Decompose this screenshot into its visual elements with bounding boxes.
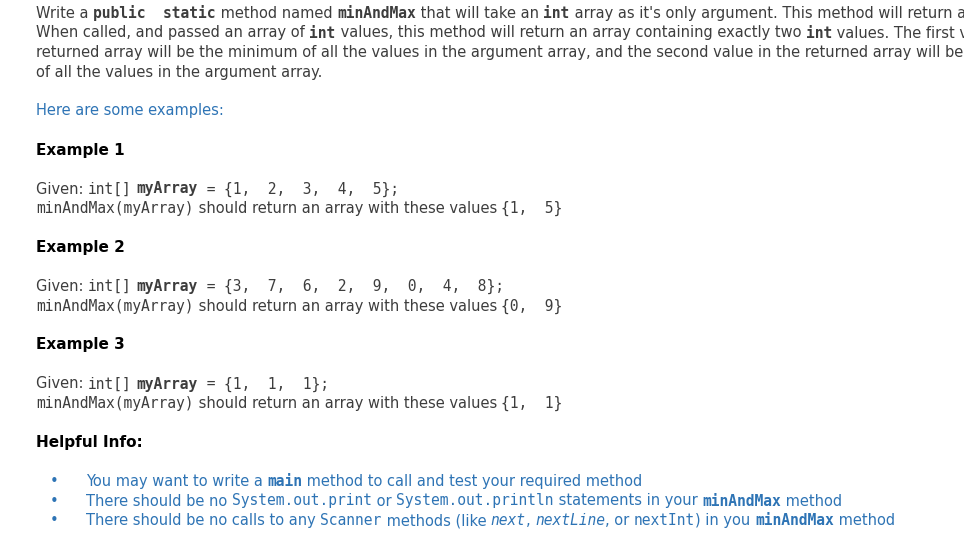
Text: returned array will be the minimum of all the values in the argument array, and : returned array will be the minimum of al… (36, 45, 964, 60)
Text: nextLine: nextLine (535, 513, 605, 528)
Text: that will take an: that will take an (415, 6, 544, 21)
Text: nextInt: nextInt (634, 513, 695, 528)
Text: int[]: int[] (88, 181, 132, 197)
Text: {3,  7,  6,  2,  9,  0,  4,  8};: {3, 7, 6, 2, 9, 0, 4, 8}; (224, 279, 504, 294)
Text: myArray: myArray (137, 181, 198, 197)
Text: myArray: myArray (137, 376, 198, 392)
Text: values, this method will return an array containing exactly two: values, this method will return an array… (335, 26, 806, 41)
Text: should return an array with these values: should return an array with these values (194, 201, 501, 216)
Text: =: = (198, 376, 224, 392)
Text: •: • (50, 494, 59, 508)
Text: should return an array with these values: should return an array with these values (194, 396, 501, 411)
Text: {1,  1,  1};: {1, 1, 1}; (224, 376, 329, 392)
Text: Here are some examples:: Here are some examples: (36, 104, 224, 118)
Text: •: • (50, 513, 59, 528)
Text: ,: , (526, 513, 535, 528)
Text: Given:: Given: (36, 181, 88, 197)
Text: method: method (781, 494, 842, 508)
Text: minAndMax: minAndMax (755, 513, 834, 528)
Text: int: int (309, 26, 335, 41)
Text: of all the values in the argument array.: of all the values in the argument array. (36, 65, 322, 79)
Text: Write a: Write a (36, 6, 94, 21)
Text: {1,  5}: {1, 5} (501, 201, 563, 216)
Text: {1,  2,  3,  4,  5};: {1, 2, 3, 4, 5}; (224, 181, 399, 197)
Text: Example 3: Example 3 (36, 338, 124, 352)
Text: statements in your: statements in your (553, 494, 702, 508)
Text: Given:: Given: (36, 279, 88, 294)
Text: Given:: Given: (36, 376, 88, 392)
Text: Helpful Info:: Helpful Info: (36, 435, 143, 450)
Text: {0,  9}: {0, 9} (501, 299, 563, 314)
Text: •: • (50, 474, 59, 489)
Text: int[]: int[] (88, 279, 132, 294)
Text: int: int (806, 26, 832, 41)
Text: When called, and passed an array of: When called, and passed an array of (36, 26, 309, 41)
Text: minAndMax(myArray): minAndMax(myArray) (36, 201, 194, 216)
Text: System.out.print: System.out.print (232, 494, 372, 508)
Text: Example 1: Example 1 (36, 142, 124, 157)
Text: {1,  1}: {1, 1} (501, 396, 563, 411)
Text: or: or (372, 494, 396, 508)
Text: myArray: myArray (137, 279, 198, 294)
Text: There should be no calls to any: There should be no calls to any (86, 513, 320, 528)
Text: methods (like: methods (like (382, 513, 491, 528)
Text: next: next (491, 513, 526, 528)
Text: int: int (544, 6, 570, 21)
Text: minAndMax(myArray): minAndMax(myArray) (36, 396, 194, 411)
Text: int[]: int[] (88, 376, 132, 392)
Text: =: = (198, 279, 224, 294)
Text: method: method (834, 513, 895, 528)
Text: should return an array with these values: should return an array with these values (194, 299, 501, 313)
Text: , or: , or (605, 513, 634, 528)
Text: =: = (198, 181, 224, 197)
Text: public  static: public static (94, 5, 216, 21)
Text: Scanner: Scanner (320, 513, 382, 528)
Text: method named: method named (216, 6, 336, 21)
Text: Example 2: Example 2 (36, 240, 125, 255)
Text: minAndMax(myArray): minAndMax(myArray) (36, 299, 194, 313)
Text: You may want to write a: You may want to write a (86, 474, 267, 489)
Text: System.out.println: System.out.println (396, 494, 553, 508)
Text: minAndMax: minAndMax (702, 494, 781, 508)
Text: minAndMax: minAndMax (336, 6, 415, 21)
Text: method to call and test your required method: method to call and test your required me… (303, 474, 643, 489)
Text: main: main (267, 474, 303, 489)
Text: There should be no: There should be no (86, 494, 232, 508)
Text: array as it's only argument. This method will return an: array as it's only argument. This method… (570, 6, 964, 21)
Text: values. The first value in the: values. The first value in the (832, 26, 964, 41)
Text: ) in you: ) in you (695, 513, 755, 528)
